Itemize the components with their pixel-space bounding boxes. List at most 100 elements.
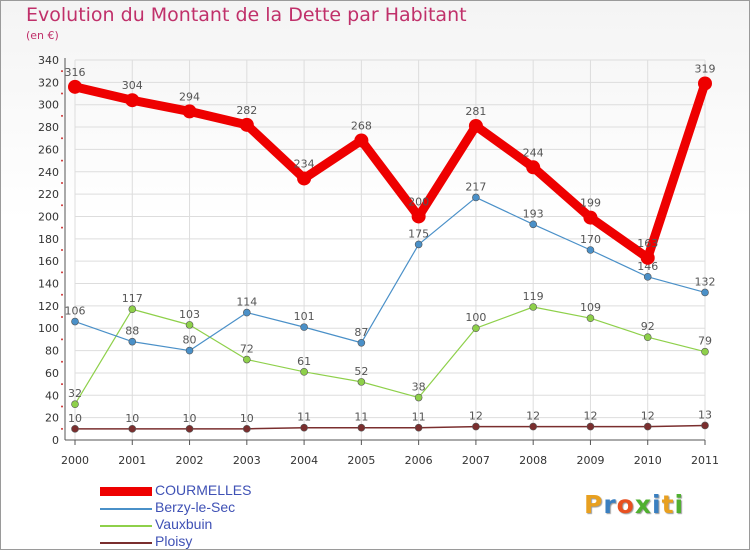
- data-point-ploisy: [529, 422, 537, 431]
- data-point-ploisy: [128, 425, 137, 433]
- y-minor-tick: [61, 293, 63, 296]
- x-tick-label: 2000: [61, 454, 89, 467]
- y-minor-tick: [61, 114, 63, 117]
- data-label-berzy-le-sec: 106: [65, 305, 86, 318]
- data-label-vauxbuin: 100: [465, 311, 486, 324]
- x-tick-label: 2004: [290, 454, 318, 467]
- x-tick-label: 2006: [405, 454, 433, 467]
- logo-letter: x: [634, 490, 652, 519]
- y-minor-tick: [61, 226, 63, 229]
- logo-letter: t: [661, 490, 675, 519]
- logo-letter: P: [584, 490, 604, 519]
- logo-letter: r: [603, 490, 617, 519]
- y-tick-label: 60: [45, 367, 59, 380]
- y-minor-tick: [61, 338, 63, 341]
- data-point-berzy-le-sec: [128, 337, 137, 346]
- data-label-berzy-le-sec: 217: [465, 180, 486, 193]
- data-label-berzy-le-sec: 114: [236, 296, 257, 309]
- y-tick-label: 280: [38, 121, 59, 134]
- legend-swatch-ploisy: [100, 542, 152, 544]
- legend-item-courmelles[interactable]: COURMELLES: [100, 483, 320, 500]
- data-label-vauxbuin: 109: [580, 301, 601, 314]
- y-tick-label: 20: [45, 412, 59, 425]
- y-tick-label: 0: [52, 434, 59, 447]
- data-point-courmelles: [640, 250, 655, 265]
- legend-item-vauxbuin[interactable]: Vauxbuin: [100, 517, 320, 534]
- y-tick-label: 40: [45, 389, 59, 402]
- data-point-ploisy: [701, 421, 709, 430]
- legend-item-ploisy[interactable]: Ploisy: [100, 534, 320, 551]
- data-point-vauxbuin: [185, 321, 194, 329]
- data-label-courmelles: 281: [465, 105, 486, 118]
- legend: COURMELLES Berzy-le-Sec Vauxbuin Ploisy: [100, 483, 320, 551]
- data-label-vauxbuin: 119: [523, 290, 544, 303]
- data-point-berzy-le-sec: [529, 220, 537, 229]
- series-line-ploisy: [74, 424, 706, 430]
- legend-item-berzy-le-sec[interactable]: Berzy-le-Sec: [100, 500, 320, 517]
- data-point-courmelles: [526, 160, 541, 175]
- y-minor-tick: [61, 70, 63, 73]
- data-point-ploisy: [185, 425, 194, 433]
- y-tick-label: 140: [38, 278, 59, 291]
- y-minor-tick: [61, 137, 63, 140]
- data-point-vauxbuin: [472, 324, 480, 333]
- data-label-courmelles: 268: [351, 119, 372, 132]
- legend-label-ploisy: Ploisy: [155, 533, 193, 549]
- data-label-ploisy: 10: [125, 412, 139, 425]
- data-label-vauxbuin: 103: [179, 308, 200, 321]
- data-label-ploisy: 12: [641, 410, 655, 423]
- data-point-courmelles: [468, 118, 483, 133]
- data-label-ploisy: 10: [240, 412, 254, 425]
- data-label-ploisy: 12: [526, 410, 540, 423]
- data-label-courmelles: 304: [122, 79, 143, 92]
- y-minor-tick: [61, 204, 63, 207]
- data-label-vauxbuin: 61: [297, 355, 311, 368]
- y-minor-tick: [61, 427, 63, 430]
- data-point-courmelles: [125, 93, 140, 108]
- data-point-berzy-le-sec: [300, 323, 308, 331]
- data-label-ploisy: 13: [698, 408, 712, 421]
- data-label-ploisy: 11: [297, 411, 311, 424]
- proxiti-logo[interactable]: Proxiti: [584, 490, 684, 519]
- chart-title: Evolution du Montant de la Dette par Hab…: [26, 4, 467, 26]
- x-tick-label: 2001: [118, 454, 146, 467]
- data-point-vauxbuin: [300, 368, 308, 376]
- data-point-vauxbuin: [71, 400, 79, 409]
- data-label-berzy-le-sec: 170: [580, 233, 601, 246]
- data-label-courmelles: 244: [523, 146, 544, 159]
- y-tick-label: 300: [38, 99, 59, 112]
- x-tick-label: 2011: [691, 454, 719, 467]
- logo-letter: i: [674, 490, 685, 519]
- legend-label-vauxbuin: Vauxbuin: [155, 516, 213, 532]
- legend-swatch-vauxbuin: [100, 525, 152, 527]
- data-label-berzy-le-sec: 80: [183, 334, 197, 347]
- y-minor-tick: [61, 92, 63, 95]
- data-point-ploisy: [472, 422, 480, 431]
- data-point-ploisy: [300, 423, 308, 432]
- legend-swatch-berzy-le-sec: [100, 508, 152, 510]
- data-label-berzy-le-sec: 101: [294, 310, 315, 323]
- data-label-courmelles: 200: [408, 195, 429, 208]
- y-minor-tick: [61, 181, 63, 184]
- data-label-ploisy: 10: [68, 412, 82, 425]
- data-point-courmelles: [239, 117, 254, 132]
- y-tick-label: 120: [38, 300, 59, 313]
- data-point-vauxbuin: [128, 305, 137, 314]
- data-label-vauxbuin: 92: [641, 320, 655, 333]
- legend-label-berzy-le-sec: Berzy-le-Sec: [155, 499, 236, 515]
- data-point-courmelles: [182, 104, 197, 119]
- data-label-courmelles: 282: [236, 104, 257, 117]
- data-label-vauxbuin: 79: [698, 335, 712, 348]
- data-point-berzy-le-sec: [357, 338, 366, 347]
- data-point-courmelles: [583, 210, 598, 225]
- data-label-ploisy: 12: [469, 410, 483, 423]
- y-tick-label: 80: [45, 345, 59, 358]
- data-point-berzy-le-sec: [414, 240, 423, 249]
- data-point-berzy-le-sec: [701, 288, 709, 297]
- y-minor-tick: [61, 159, 63, 162]
- x-tick-label: 2005: [347, 454, 375, 467]
- data-point-vauxbuin: [243, 355, 251, 364]
- y-minor-tick: [61, 405, 63, 408]
- x-tick-label: 2009: [576, 454, 604, 467]
